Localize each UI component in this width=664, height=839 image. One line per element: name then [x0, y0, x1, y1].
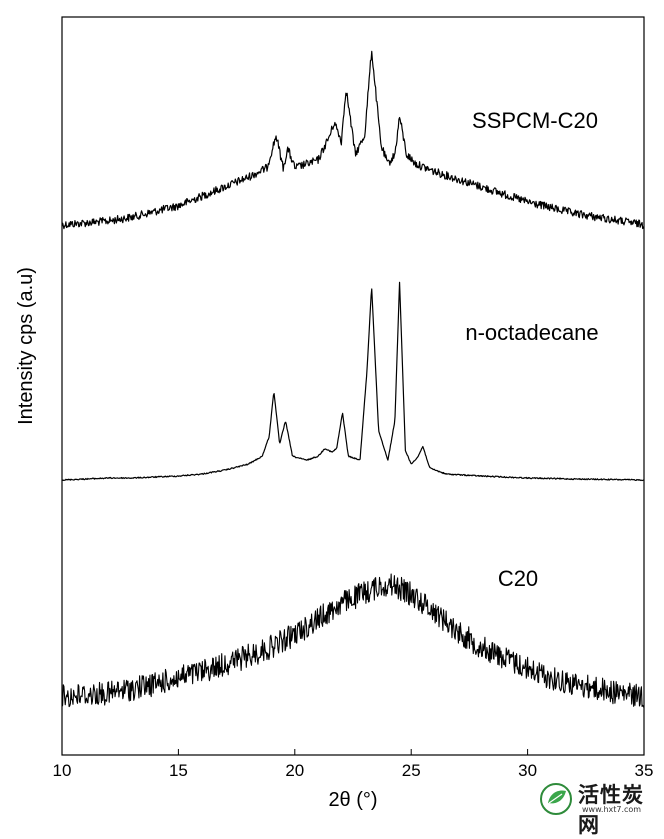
watermark-url: www.hxt7.com [582, 805, 642, 814]
watermark: 活性炭网 www.hxt7.com [534, 777, 660, 837]
x-tick-label: 20 [285, 761, 304, 780]
series-labels: SSPCM-C20 n-octadecane C20 [465, 108, 598, 591]
x-tick-label: 25 [402, 761, 421, 780]
traces [61, 50, 645, 709]
x-axis-ticks: 10 15 20 25 30 35 [53, 749, 654, 780]
series-line-c20 [61, 573, 645, 709]
series-label-n-octadecane: n-octadecane [465, 320, 598, 345]
x-axis-label: 2θ (°) [328, 789, 377, 811]
series-line-sspcm-c20 [61, 50, 645, 230]
y-axis-label: Intensity cps (a.u) [15, 267, 37, 425]
series-label-sspcm-c20: SSPCM-C20 [472, 108, 598, 133]
x-tick-label: 10 [53, 761, 72, 780]
series-line-n-octadecane [61, 281, 645, 482]
x-tick-label: 35 [635, 761, 654, 780]
x-tick-label: 30 [518, 761, 537, 780]
plot-frame [61, 16, 645, 756]
leaf-logo-icon [540, 783, 572, 815]
x-tick-label: 15 [169, 761, 188, 780]
series-label-c20: C20 [498, 566, 538, 591]
xrd-chart: 10 15 20 25 30 35 SSPCM-C20 n-octadecane C20 2θ… [15, 16, 654, 811]
